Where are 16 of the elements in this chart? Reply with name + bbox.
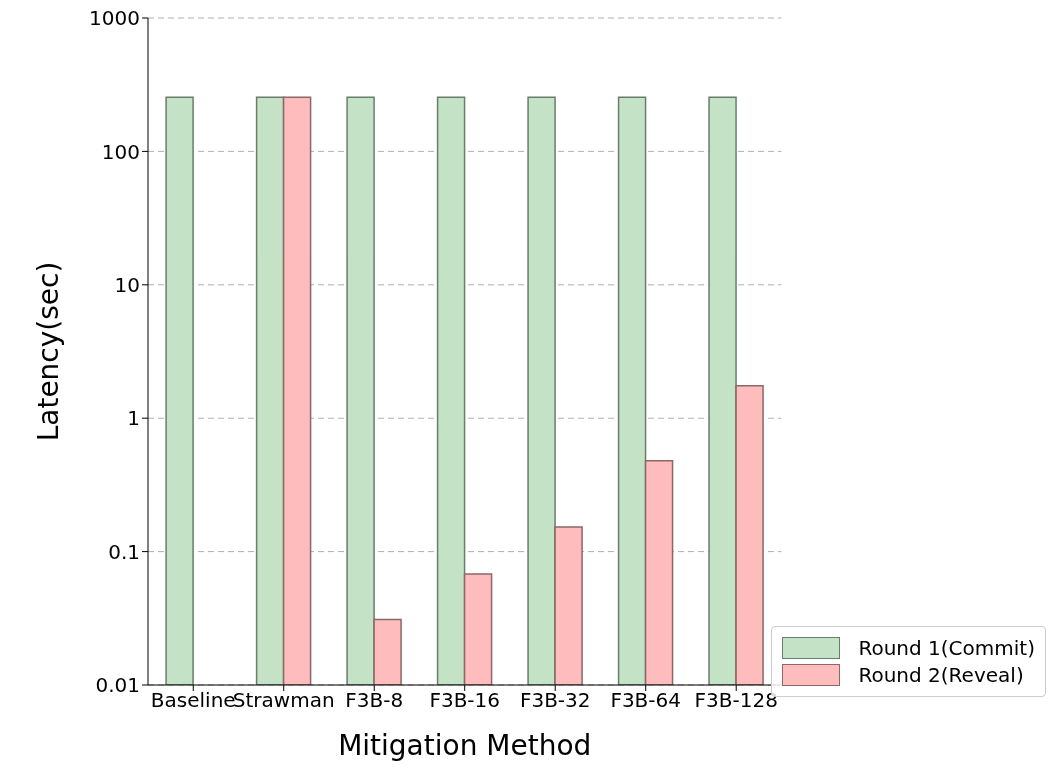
x-axis-title: Mitigation Method	[338, 729, 592, 762]
y-tick-label: 1	[127, 406, 140, 431]
y-tick-label: 0.1	[108, 539, 140, 564]
y-tick-label: 100	[101, 139, 140, 164]
y-tick-label: 1000	[89, 6, 140, 31]
x-tick-label: F3B-128	[694, 688, 778, 713]
x-tick-label: F3B-16	[429, 688, 501, 713]
legend-label: Round 1(Commit)	[858, 636, 1035, 660]
x-tick-label: F3B-64	[610, 688, 682, 713]
y-tick-label: 10	[114, 272, 140, 297]
x-tick-label: Baseline	[150, 688, 236, 713]
legend-label: Round 2(Reveal)	[858, 663, 1024, 687]
x-tick-label: F3B-32	[519, 688, 591, 713]
y-tick-label: 0.01	[95, 673, 140, 698]
x-tick-label: F3B-8	[345, 688, 404, 713]
y-axis-title: Latency(sec)	[31, 261, 65, 442]
